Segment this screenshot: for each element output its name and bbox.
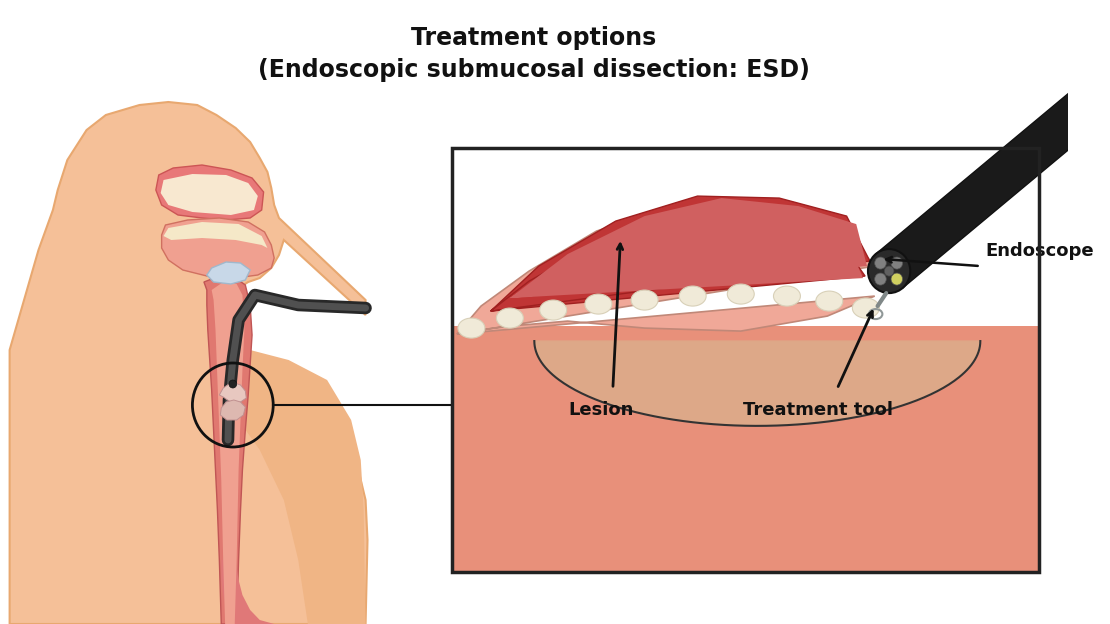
- Polygon shape: [220, 383, 246, 403]
- Circle shape: [229, 380, 236, 388]
- Ellipse shape: [816, 291, 842, 311]
- Polygon shape: [163, 222, 268, 248]
- Bar: [452, 326, 1039, 572]
- Circle shape: [891, 273, 902, 285]
- Polygon shape: [204, 276, 252, 624]
- Polygon shape: [457, 206, 875, 334]
- Text: Treatment options: Treatment options: [412, 26, 656, 50]
- Ellipse shape: [632, 290, 658, 310]
- Polygon shape: [162, 218, 274, 278]
- Text: Lesion: Lesion: [568, 401, 634, 419]
- Polygon shape: [155, 165, 263, 220]
- Ellipse shape: [679, 286, 706, 306]
- Circle shape: [885, 266, 894, 276]
- Polygon shape: [161, 174, 258, 215]
- Text: Treatment tool: Treatment tool: [743, 401, 892, 419]
- Polygon shape: [534, 341, 980, 426]
- Polygon shape: [491, 196, 870, 311]
- Ellipse shape: [585, 294, 612, 314]
- Circle shape: [875, 273, 886, 285]
- Bar: [452, 148, 1039, 572]
- Circle shape: [868, 249, 910, 293]
- Polygon shape: [220, 400, 245, 420]
- Ellipse shape: [496, 308, 523, 328]
- Bar: [452, 148, 1039, 572]
- Polygon shape: [233, 340, 365, 624]
- Circle shape: [891, 257, 902, 269]
- Text: (Endoscopic submucosal dissection: ESD): (Endoscopic submucosal dissection: ESD): [258, 58, 810, 82]
- Ellipse shape: [852, 298, 879, 318]
- Ellipse shape: [539, 300, 566, 320]
- Ellipse shape: [458, 318, 485, 338]
- Polygon shape: [10, 102, 367, 624]
- Ellipse shape: [727, 284, 754, 304]
- Polygon shape: [221, 560, 274, 624]
- Polygon shape: [206, 262, 250, 284]
- Circle shape: [875, 257, 886, 269]
- Ellipse shape: [774, 286, 800, 306]
- Polygon shape: [509, 198, 867, 298]
- Polygon shape: [212, 282, 244, 624]
- Text: Endoscope: Endoscope: [986, 242, 1094, 260]
- Polygon shape: [876, 81, 1110, 288]
